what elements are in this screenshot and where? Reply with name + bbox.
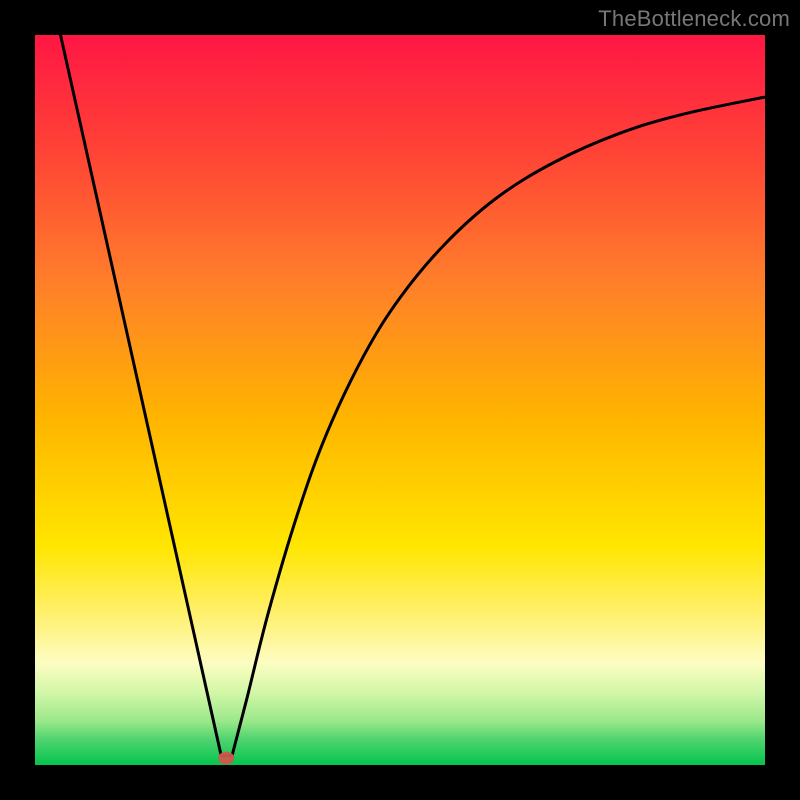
minimum-marker <box>218 752 234 765</box>
chart-plot-area <box>35 35 765 765</box>
watermark-label: TheBottleneck.com <box>598 6 790 32</box>
gradient-background <box>35 35 765 765</box>
